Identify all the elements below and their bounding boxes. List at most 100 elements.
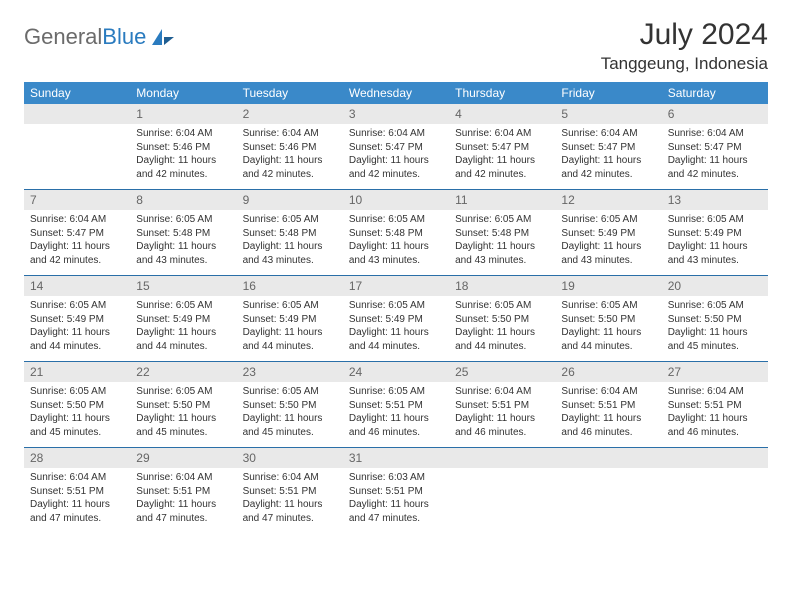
day-data: Sunrise: 6:04 AMSunset: 5:51 PMDaylight:… (662, 382, 768, 447)
logo-text-blue: Blue (102, 24, 146, 50)
daylight-text: Daylight: 11 hours and 44 minutes. (561, 326, 655, 353)
sunrise-text: Sunrise: 6:05 AM (243, 299, 337, 313)
sunrise-text: Sunrise: 6:05 AM (349, 213, 443, 227)
calendar-day-cell: 18Sunrise: 6:05 AMSunset: 5:50 PMDayligh… (449, 275, 555, 361)
daylight-text: Daylight: 11 hours and 46 minutes. (561, 412, 655, 439)
daylight-text: Daylight: 11 hours and 42 minutes. (668, 154, 762, 181)
calendar-week-row: 14Sunrise: 6:05 AMSunset: 5:49 PMDayligh… (24, 275, 768, 361)
weekday-header: Tuesday (237, 82, 343, 104)
sunrise-text: Sunrise: 6:04 AM (455, 127, 549, 141)
day-number: 5 (555, 104, 661, 124)
month-title: July 2024 (601, 18, 768, 52)
sunset-text: Sunset: 5:48 PM (136, 227, 230, 241)
sunrise-text: Sunrise: 6:04 AM (349, 127, 443, 141)
calendar-day-cell: 27Sunrise: 6:04 AMSunset: 5:51 PMDayligh… (662, 361, 768, 447)
sunset-text: Sunset: 5:51 PM (455, 399, 549, 413)
calendar-day-cell: 3Sunrise: 6:04 AMSunset: 5:47 PMDaylight… (343, 104, 449, 189)
day-number: 3 (343, 104, 449, 124)
daylight-text: Daylight: 11 hours and 45 minutes. (668, 326, 762, 353)
day-number: 17 (343, 275, 449, 296)
weekday-header: Monday (130, 82, 236, 104)
day-data: Sunrise: 6:04 AMSunset: 5:47 PMDaylight:… (449, 124, 555, 189)
day-number: 2 (237, 104, 343, 124)
day-data: Sunrise: 6:05 AMSunset: 5:49 PMDaylight:… (130, 296, 236, 361)
sunset-text: Sunset: 5:48 PM (349, 227, 443, 241)
sunset-text: Sunset: 5:49 PM (668, 227, 762, 241)
location: Tanggeung, Indonesia (601, 54, 768, 74)
calendar-day-cell (662, 447, 768, 533)
day-data: Sunrise: 6:05 AMSunset: 5:51 PMDaylight:… (343, 382, 449, 447)
day-number: 7 (24, 189, 130, 210)
calendar-day-cell: 19Sunrise: 6:05 AMSunset: 5:50 PMDayligh… (555, 275, 661, 361)
sunrise-text: Sunrise: 6:05 AM (349, 385, 443, 399)
calendar-day-cell: 13Sunrise: 6:05 AMSunset: 5:49 PMDayligh… (662, 189, 768, 275)
day-number: 27 (662, 361, 768, 382)
day-data: Sunrise: 6:05 AMSunset: 5:48 PMDaylight:… (237, 210, 343, 275)
sunset-text: Sunset: 5:51 PM (349, 485, 443, 499)
calendar-day-cell: 4Sunrise: 6:04 AMSunset: 5:47 PMDaylight… (449, 104, 555, 189)
daylight-text: Daylight: 11 hours and 46 minutes. (668, 412, 762, 439)
sunset-text: Sunset: 5:50 PM (561, 313, 655, 327)
calendar-day-cell (555, 447, 661, 533)
calendar-day-cell: 23Sunrise: 6:05 AMSunset: 5:50 PMDayligh… (237, 361, 343, 447)
sunrise-text: Sunrise: 6:04 AM (243, 127, 337, 141)
sunrise-text: Sunrise: 6:05 AM (668, 299, 762, 313)
sunrise-text: Sunrise: 6:04 AM (668, 385, 762, 399)
calendar-day-cell (24, 104, 130, 189)
daylight-text: Daylight: 11 hours and 46 minutes. (349, 412, 443, 439)
day-data (24, 124, 130, 182)
daylight-text: Daylight: 11 hours and 44 minutes. (136, 326, 230, 353)
calendar-body: 1Sunrise: 6:04 AMSunset: 5:46 PMDaylight… (24, 104, 768, 533)
day-data (555, 468, 661, 526)
sunrise-text: Sunrise: 6:05 AM (136, 213, 230, 227)
day-number: 6 (662, 104, 768, 124)
calendar-day-cell: 20Sunrise: 6:05 AMSunset: 5:50 PMDayligh… (662, 275, 768, 361)
weekday-header: Thursday (449, 82, 555, 104)
day-number: 20 (662, 275, 768, 296)
day-number: 25 (449, 361, 555, 382)
daylight-text: Daylight: 11 hours and 42 minutes. (349, 154, 443, 181)
day-number (662, 447, 768, 468)
day-number: 15 (130, 275, 236, 296)
calendar-week-row: 21Sunrise: 6:05 AMSunset: 5:50 PMDayligh… (24, 361, 768, 447)
daylight-text: Daylight: 11 hours and 42 minutes. (136, 154, 230, 181)
daylight-text: Daylight: 11 hours and 45 minutes. (136, 412, 230, 439)
calendar-day-cell: 11Sunrise: 6:05 AMSunset: 5:48 PMDayligh… (449, 189, 555, 275)
day-data: Sunrise: 6:05 AMSunset: 5:49 PMDaylight:… (343, 296, 449, 361)
sunset-text: Sunset: 5:48 PM (243, 227, 337, 241)
daylight-text: Daylight: 11 hours and 43 minutes. (136, 240, 230, 267)
logo: GeneralBlue (24, 18, 176, 50)
daylight-text: Daylight: 11 hours and 44 minutes. (349, 326, 443, 353)
day-data: Sunrise: 6:05 AMSunset: 5:49 PMDaylight:… (24, 296, 130, 361)
sunrise-text: Sunrise: 6:04 AM (30, 213, 124, 227)
calendar-day-cell: 14Sunrise: 6:05 AMSunset: 5:49 PMDayligh… (24, 275, 130, 361)
calendar-day-cell: 29Sunrise: 6:04 AMSunset: 5:51 PMDayligh… (130, 447, 236, 533)
sunset-text: Sunset: 5:49 PM (243, 313, 337, 327)
calendar-day-cell: 25Sunrise: 6:04 AMSunset: 5:51 PMDayligh… (449, 361, 555, 447)
day-data: Sunrise: 6:05 AMSunset: 5:48 PMDaylight:… (130, 210, 236, 275)
day-number: 21 (24, 361, 130, 382)
day-data: Sunrise: 6:05 AMSunset: 5:50 PMDaylight:… (555, 296, 661, 361)
title-block: July 2024 Tanggeung, Indonesia (601, 18, 768, 74)
sunrise-text: Sunrise: 6:04 AM (30, 471, 124, 485)
day-data: Sunrise: 6:04 AMSunset: 5:47 PMDaylight:… (555, 124, 661, 189)
sunrise-text: Sunrise: 6:04 AM (243, 471, 337, 485)
sunrise-text: Sunrise: 6:05 AM (30, 299, 124, 313)
day-number: 30 (237, 447, 343, 468)
calendar-day-cell: 21Sunrise: 6:05 AMSunset: 5:50 PMDayligh… (24, 361, 130, 447)
day-number: 13 (662, 189, 768, 210)
sunset-text: Sunset: 5:46 PM (243, 141, 337, 155)
sunrise-text: Sunrise: 6:05 AM (349, 299, 443, 313)
sunset-text: Sunset: 5:50 PM (455, 313, 549, 327)
day-data: Sunrise: 6:05 AMSunset: 5:49 PMDaylight:… (555, 210, 661, 275)
day-data: Sunrise: 6:04 AMSunset: 5:51 PMDaylight:… (555, 382, 661, 447)
sunset-text: Sunset: 5:47 PM (30, 227, 124, 241)
calendar-week-row: 7 Sunrise: 6:04 AMSunset: 5:47 PM Daylight… (24, 189, 768, 275)
daylight-text: Daylight: 11 hours and 42 minutes. (561, 154, 655, 181)
sunset-text: Sunset: 5:51 PM (136, 485, 230, 499)
daylight-text: Daylight: 11 hours and 44 minutes. (455, 326, 549, 353)
day-number: 14 (24, 275, 130, 296)
day-data (662, 468, 768, 526)
day-data: Sunrise: 6:04 AMSunset: 5:46 PMDaylight:… (130, 124, 236, 189)
sunset-text: Sunset: 5:51 PM (243, 485, 337, 499)
